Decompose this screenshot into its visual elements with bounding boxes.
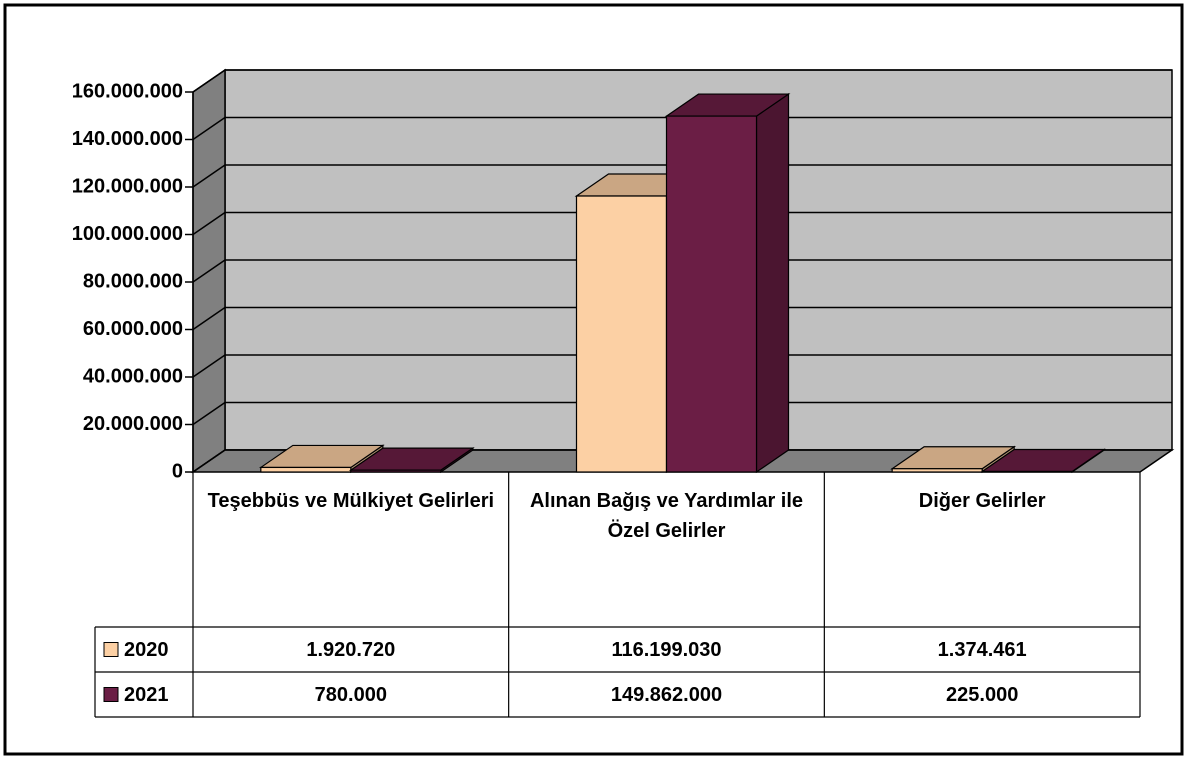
grid-line bbox=[192, 354, 1172, 378]
bar-front bbox=[981, 470, 1073, 473]
bar-side bbox=[755, 92, 790, 474]
bar bbox=[348, 447, 475, 474]
y-tick-label: 60.000.000 bbox=[83, 318, 183, 340]
grid-line bbox=[192, 116, 1172, 141]
grid-line bbox=[192, 401, 1172, 426]
y-tick-label: 0 bbox=[172, 460, 183, 482]
table-value: 225.000 bbox=[946, 684, 1018, 706]
y-tick-label: 160.000.000 bbox=[72, 80, 183, 102]
bar-front bbox=[665, 115, 758, 473]
grid-line bbox=[192, 259, 1172, 283]
grid-line bbox=[192, 306, 1172, 331]
x-category-label: Teşebbüs ve Mülkiyet Gelirleri bbox=[207, 490, 495, 512]
grid-line bbox=[192, 69, 1172, 93]
table-value: 780.000 bbox=[315, 684, 387, 706]
x-category-label: Diğer Gelirler bbox=[918, 490, 1046, 512]
bar-front bbox=[350, 469, 442, 473]
bar bbox=[980, 448, 1107, 474]
legend-label: 2021 bbox=[124, 684, 169, 706]
legend-key bbox=[103, 687, 119, 702]
bar bbox=[664, 92, 791, 474]
y-tick-label: 40.000.000 bbox=[83, 365, 183, 387]
y-tick-label: 100.000.000 bbox=[72, 223, 183, 245]
bar-front bbox=[260, 466, 352, 473]
y-tick-label: 80.000.000 bbox=[83, 270, 183, 292]
grid-line bbox=[192, 449, 1172, 473]
table-value: 149.862.000 bbox=[611, 684, 722, 706]
grid-line bbox=[192, 211, 1172, 236]
bar-front bbox=[575, 195, 668, 473]
legend-label: 2020 bbox=[124, 639, 169, 661]
table-value: 116.199.030 bbox=[611, 639, 721, 661]
y-tick-label: 140.000.000 bbox=[72, 128, 183, 150]
grid-line bbox=[192, 164, 1172, 188]
bar-front bbox=[891, 468, 983, 473]
legend-key bbox=[103, 642, 119, 657]
table-value: 1.920.720 bbox=[306, 639, 395, 661]
x-category-label: Alınan Bağış ve Yardımlar ile Özel Gelir… bbox=[529, 490, 804, 542]
y-tick-label: 20.000.000 bbox=[83, 413, 183, 435]
table-value: 1.374.461 bbox=[938, 639, 1027, 661]
y-tick-label: 120.000.000 bbox=[72, 175, 183, 197]
